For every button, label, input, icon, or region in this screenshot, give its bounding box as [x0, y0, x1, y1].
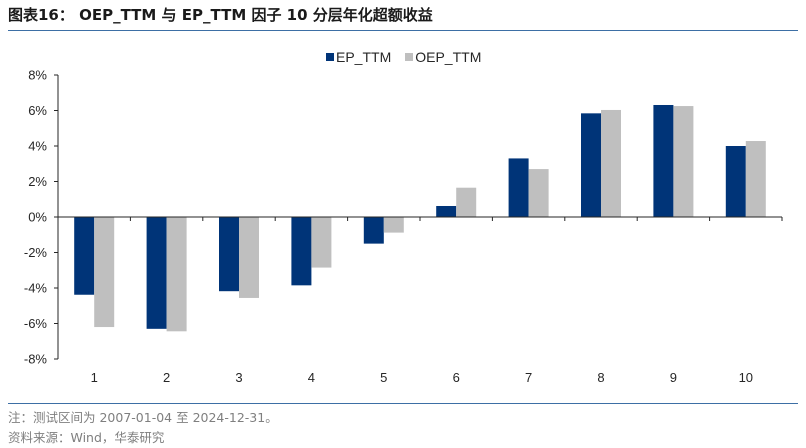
bar-oep-ttm-5	[383, 217, 404, 233]
legend-swatch-oep-ttm	[405, 53, 414, 61]
y-tick-label: -2%	[24, 245, 48, 260]
bars-group	[74, 104, 766, 332]
bar-ep-ttm-5	[363, 217, 384, 244]
x-tick-label: 8	[597, 370, 604, 385]
bar-chart: 8% 6% 4% 2% 0% -2% -4% -6% -8% 1 2 3 4 5 6 7 8 9 10	[24, 68, 783, 385]
figure-title: 图表16： OEP_TTM 与 EP_TTM 因子 10 分层年化超额收益	[8, 6, 433, 24]
bar-ep-ttm-4	[291, 217, 312, 286]
bar-oep-ttm-2	[166, 217, 187, 332]
x-tick-label: 3	[235, 370, 242, 385]
legend-label-oep-ttm: OEP_TTM	[415, 49, 482, 65]
bar-oep-ttm-7	[528, 169, 549, 217]
x-tick-label: 9	[670, 370, 677, 385]
bar-ep-ttm-9	[653, 104, 674, 217]
x-tick-label: 10	[739, 370, 753, 385]
bar-oep-ttm-10	[745, 141, 766, 217]
y-tick-label: 4%	[28, 139, 47, 154]
chart-legend: EP_TTM OEP_TTM	[326, 49, 481, 65]
x-tick-label: 5	[380, 370, 387, 385]
y-tick-label: 8%	[28, 68, 47, 83]
bar-ep-ttm-3	[219, 217, 239, 292]
y-tick-label: 2%	[28, 174, 47, 189]
y-tick-label: -8%	[24, 352, 48, 367]
title-divider	[8, 30, 798, 31]
bar-ep-ttm-6	[436, 205, 457, 217]
bar-oep-ttm-3	[239, 217, 259, 298]
y-tick-label: 0%	[28, 210, 47, 225]
y-tick-label: 6%	[28, 103, 47, 118]
legend-swatch-ep-ttm	[326, 53, 334, 61]
bar-oep-ttm-8	[601, 109, 621, 217]
x-tick-label: 1	[91, 370, 98, 385]
x-tick-label: 6	[453, 370, 460, 385]
bar-ep-ttm-10	[725, 146, 746, 217]
bar-oep-ttm-4	[311, 217, 332, 268]
legend-label-ep-ttm: EP_TTM	[336, 49, 392, 65]
y-tick-label: -6%	[24, 316, 48, 331]
x-tick-label: 4	[308, 370, 315, 385]
bar-ep-ttm-1	[74, 217, 95, 295]
bar-ep-ttm-8	[581, 113, 601, 217]
bar-oep-ttm-6	[456, 187, 477, 217]
footer-divider	[8, 403, 798, 404]
bar-oep-ttm-9	[673, 106, 694, 217]
x-tick-label: 7	[525, 370, 532, 385]
y-tick-label: -4%	[24, 281, 48, 296]
axes-group: 8% 6% 4% 2% 0% -2% -4% -6% -8% 1 2 3 4 5 6 7 8 9 10	[24, 68, 783, 385]
footnote: 注：测试区间为 2007-01-04 至 2024-12-31。	[8, 410, 278, 425]
x-tick-label: 2	[163, 370, 170, 385]
bar-ep-ttm-7	[508, 158, 529, 217]
bar-oep-ttm-1	[94, 217, 115, 328]
bar-ep-ttm-2	[146, 217, 167, 329]
source-note: 资料来源：Wind，华泰研究	[8, 430, 165, 445]
legend-item-oep-ttm: OEP_TTM	[405, 49, 481, 65]
legend-item-ep-ttm: EP_TTM	[326, 49, 391, 65]
